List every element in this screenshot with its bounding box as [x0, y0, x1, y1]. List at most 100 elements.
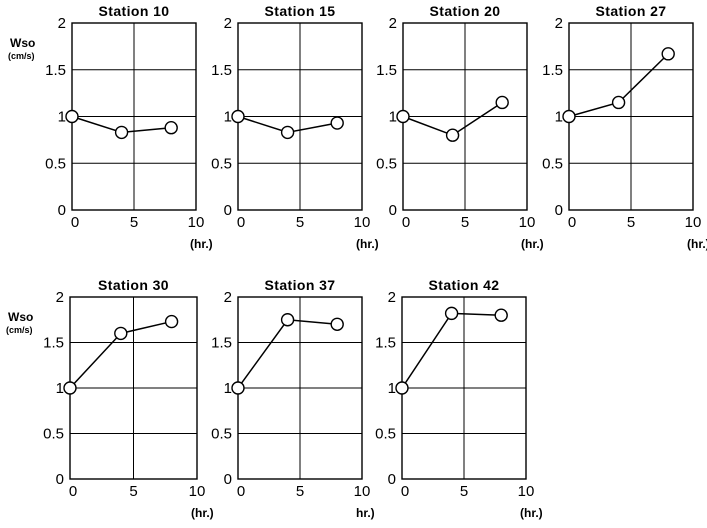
- x-tick-label: 10: [354, 483, 371, 500]
- y-tick-label: 0.5: [211, 155, 232, 172]
- x-unit-label: hr.): [356, 506, 375, 520]
- series-line: [401, 312, 502, 389]
- data-point: [280, 125, 295, 140]
- data-point: [114, 125, 129, 140]
- x-tick-label: 10: [189, 483, 206, 500]
- x-tick-label: 5: [460, 483, 468, 500]
- x-unit-label: (hr.): [191, 506, 214, 520]
- data-point: [330, 317, 344, 331]
- x-tick-label: 0: [402, 214, 410, 231]
- chart-panel-7: Station 42 0 0.5 1 1.5 2 0 5 10 (hr.): [375, 277, 543, 520]
- chart-panel-2: Station 15 0 0.5 1 1.5 2 0 5 10 (hr.): [211, 3, 379, 251]
- x-tick-label: 5: [129, 483, 137, 500]
- x-unit-label: (hr.): [520, 506, 543, 520]
- x-tick-label: 10: [685, 214, 702, 231]
- chart-panel-5: Station 30 0 0.5 1 1.5 2 0 5 10 (hr.) Wso(cm/s): [6, 277, 214, 520]
- chart-title: Station 30: [98, 277, 169, 293]
- y-tick-label: 1.5: [376, 62, 397, 79]
- data-point: [280, 313, 295, 327]
- data-point: [164, 121, 178, 135]
- x-tick-label: 5: [296, 214, 304, 231]
- y-tick-label: 1: [224, 109, 232, 126]
- y-tick-label: 1.5: [45, 62, 66, 79]
- y-tick-label: 2: [555, 15, 563, 32]
- x-tick-label: 0: [237, 214, 245, 231]
- y-tick-label: 1.5: [211, 62, 232, 79]
- chart-title: Station 37: [265, 277, 336, 293]
- x-unit-label: (hr.): [521, 237, 544, 251]
- y-tick-label: 2: [388, 289, 396, 306]
- x-unit-label: (hr.): [687, 237, 707, 251]
- chart-title: Station 10: [99, 3, 170, 19]
- y-tick-label: 1.5: [542, 62, 563, 79]
- y-tick-label: 0: [224, 202, 232, 219]
- x-tick-label: 5: [627, 214, 635, 231]
- y-unit-label: (cm/s): [8, 51, 35, 61]
- y-tick-label: 0.5: [45, 155, 66, 172]
- y-tick-label: 1: [388, 380, 396, 397]
- y-tick-label: 2: [56, 289, 64, 306]
- y-axis-label: Wso: [8, 310, 33, 324]
- x-tick-label: 0: [69, 483, 77, 500]
- data-point: [63, 381, 77, 395]
- y-tick-label: 0: [555, 202, 563, 219]
- x-tick-label: 0: [71, 214, 79, 231]
- y-tick-label: 0: [56, 471, 64, 488]
- y-tick-label: 0.5: [542, 155, 563, 172]
- x-unit-label: (hr.): [190, 237, 213, 251]
- data-point: [65, 109, 79, 124]
- data-point: [114, 326, 128, 341]
- x-unit-label: (hr.): [356, 237, 379, 251]
- y-tick-label: 0: [58, 202, 66, 219]
- data-point: [231, 381, 245, 395]
- y-tick-label: 0.5: [375, 426, 396, 443]
- y-tick-label: 2: [224, 15, 232, 32]
- data-point: [494, 308, 508, 322]
- x-tick-label: 10: [188, 214, 205, 231]
- y-tick-label: 1.5: [43, 335, 64, 352]
- y-tick-label: 1: [389, 109, 397, 126]
- chart-panel-3: Station 20 0 0.5 1 1.5 2 0 5 10 (hr.): [376, 3, 544, 251]
- y-tick-label: 0: [224, 471, 232, 488]
- x-tick-label: 0: [568, 214, 576, 231]
- x-tick-label: 10: [519, 214, 536, 231]
- chart-panel-1: Station 10 0 0.5 1 1.5 2 0 5 10 (hr.) Wso(cm/s): [8, 3, 213, 251]
- y-tick-label: 1.5: [211, 335, 232, 352]
- x-tick-label: 5: [461, 214, 469, 231]
- y-tick-label: 0.5: [43, 426, 64, 443]
- data-point: [661, 47, 675, 61]
- data-point: [231, 109, 245, 124]
- data-point: [330, 116, 344, 130]
- y-tick-label: 1: [58, 109, 66, 126]
- y-tick-label: 0: [388, 471, 396, 488]
- data-point: [562, 109, 576, 124]
- series-line: [237, 318, 338, 389]
- y-tick-label: 1.5: [375, 335, 396, 352]
- chart-title: Station 42: [429, 277, 500, 293]
- y-tick-label: 1: [56, 380, 64, 397]
- data-point: [495, 95, 509, 110]
- chart-title: Station 20: [430, 3, 501, 19]
- data-point: [444, 306, 459, 321]
- x-tick-label: 10: [518, 483, 535, 500]
- y-tick-label: 1: [555, 109, 563, 126]
- data-point: [611, 95, 626, 110]
- chart-title: Station 15: [265, 3, 336, 19]
- y-tick-label: 2: [58, 15, 66, 32]
- chart-panel-6: Station 37 0 0.5 1 1.5 2 0 5 10 hr.): [211, 277, 375, 520]
- x-tick-label: 0: [401, 483, 409, 500]
- y-unit-label: (cm/s): [6, 325, 33, 335]
- y-axis-label: Wso: [10, 36, 35, 50]
- data-point: [164, 314, 179, 329]
- x-tick-label: 10: [354, 214, 371, 231]
- y-tick-label: 1: [224, 380, 232, 397]
- y-tick-label: 2: [224, 289, 232, 306]
- x-tick-label: 0: [237, 483, 245, 500]
- chart-panel-4: Station 27 0 0.5 1 1.5 2 0 5 10 (hr.): [542, 3, 707, 251]
- y-tick-label: 2: [389, 15, 397, 32]
- y-tick-label: 0.5: [376, 155, 397, 172]
- data-point: [395, 381, 409, 395]
- y-tick-label: 0.5: [211, 426, 232, 443]
- y-tick-label: 0: [389, 202, 397, 219]
